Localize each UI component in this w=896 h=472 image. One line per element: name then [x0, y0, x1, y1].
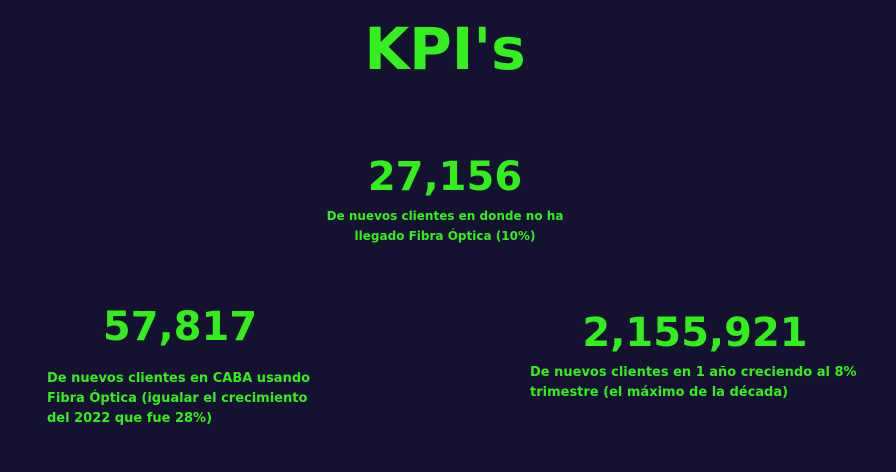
kpi-value-new-clients-no-fiber: 27,156: [367, 154, 523, 200]
page-title: KPI's: [364, 15, 526, 83]
kpi-description-caba-fiber: De nuevos clientes en CABA usando Fibra …: [47, 371, 311, 426]
kpi-value-yearly-growth: 2,155,921: [582, 310, 808, 356]
kpi-description-yearly-growth: De nuevos clientes en 1 año creciendo al…: [530, 365, 857, 400]
kpi-description-new-clients-no-fiber: De nuevos clientes en donde no ha llegad…: [326, 209, 564, 243]
kpi-value-caba-fiber: 57,817: [102, 304, 258, 350]
